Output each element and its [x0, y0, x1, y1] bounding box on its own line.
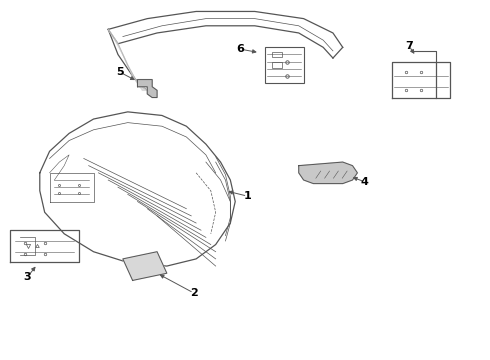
- Polygon shape: [123, 252, 167, 280]
- Bar: [272, 62, 282, 68]
- Text: 4: 4: [361, 177, 368, 187]
- Text: 5: 5: [117, 67, 124, 77]
- Text: 1: 1: [244, 191, 251, 201]
- Text: 2: 2: [190, 288, 197, 298]
- Polygon shape: [299, 162, 357, 184]
- Polygon shape: [108, 30, 147, 90]
- Text: 6: 6: [236, 44, 244, 54]
- Bar: [265, 47, 304, 83]
- Text: 3: 3: [24, 272, 31, 282]
- Text: 7: 7: [405, 41, 413, 50]
- Bar: [272, 51, 282, 57]
- Polygon shape: [138, 80, 157, 98]
